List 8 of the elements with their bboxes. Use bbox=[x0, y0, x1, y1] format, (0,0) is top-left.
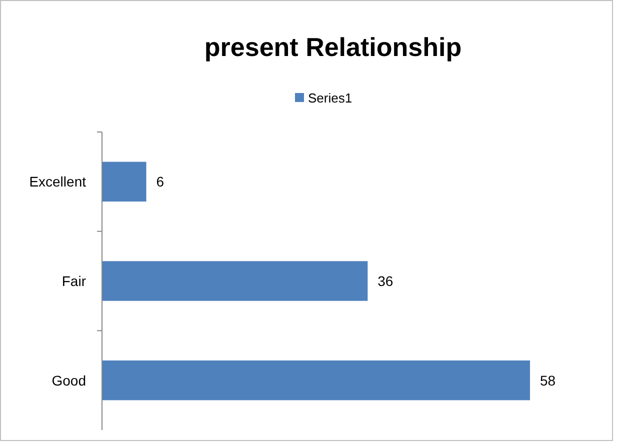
y-tick-label: Excellent bbox=[29, 174, 86, 190]
data-label: 36 bbox=[378, 273, 394, 289]
data-label: 58 bbox=[540, 372, 556, 388]
data-label: 6 bbox=[156, 174, 164, 190]
y-tick-label: Good bbox=[52, 372, 86, 388]
chart-title: present Relationship bbox=[204, 32, 462, 62]
y-tick-label: Fair bbox=[62, 273, 86, 289]
legend-label: Series1 bbox=[308, 90, 352, 106]
